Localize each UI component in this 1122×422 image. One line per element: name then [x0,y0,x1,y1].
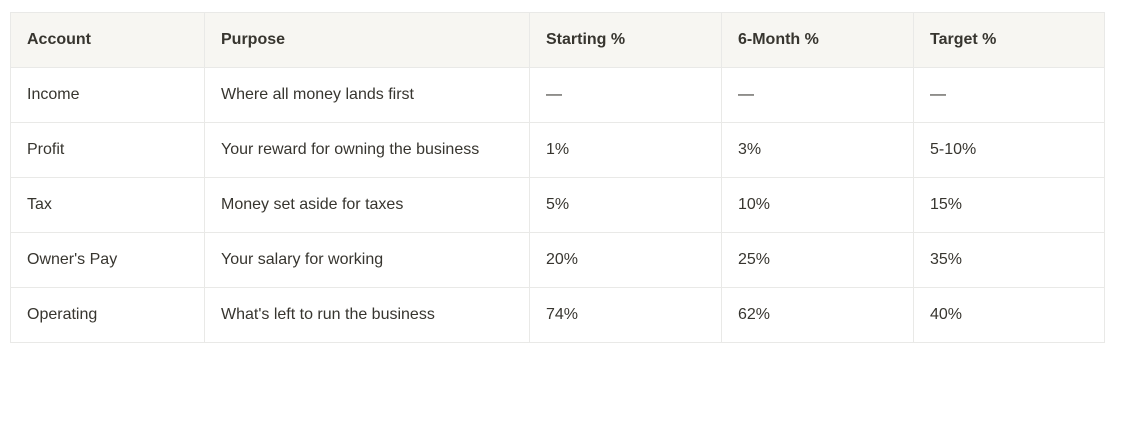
table-row-income: Income Where all money lands first — — — [10,67,1105,123]
cell-target-pct: — [913,67,1105,123]
table-row-owners-pay: Owner's Pay Your salary for working 20% … [10,232,1105,288]
column-header-target-pct: Target % [913,12,1105,68]
column-header-purpose: Purpose [204,12,530,68]
cell-6-month-pct: 25% [721,232,914,288]
cell-account: Operating [10,287,205,343]
cell-starting-pct: 5% [529,177,722,233]
cell-6-month-pct: 10% [721,177,914,233]
cell-purpose: Your salary for working [204,232,530,288]
cell-6-month-pct: — [721,67,914,123]
column-header-starting-pct: Starting % [529,12,722,68]
cell-purpose: Money set aside for taxes [204,177,530,233]
column-header-6-month-pct: 6-Month % [721,12,914,68]
cell-6-month-pct: 3% [721,122,914,178]
cell-account: Profit [10,122,205,178]
cell-account: Owner's Pay [10,232,205,288]
column-header-account: Account [10,12,205,68]
cell-purpose: Where all money lands first [204,67,530,123]
cell-starting-pct: 74% [529,287,722,343]
cell-purpose: What's left to run the business [204,287,530,343]
cell-purpose: Your reward for owning the business [204,122,530,178]
cell-target-pct: 35% [913,232,1105,288]
table-row-profit: Profit Your reward for owning the busine… [10,122,1105,178]
cell-starting-pct: 1% [529,122,722,178]
cell-account: Income [10,67,205,123]
cell-starting-pct: — [529,67,722,123]
cell-target-pct: 15% [913,177,1105,233]
table-header-row: Account Purpose Starting % 6-Month % Tar… [10,12,1105,68]
table-row-tax: Tax Money set aside for taxes 5% 10% 15% [10,177,1105,233]
profit-first-allocation-table: Account Purpose Starting % 6-Month % Tar… [10,12,1105,343]
cell-starting-pct: 20% [529,232,722,288]
cell-target-pct: 5-10% [913,122,1105,178]
table-row-operating: Operating What's left to run the busines… [10,287,1105,343]
cell-6-month-pct: 62% [721,287,914,343]
cell-account: Tax [10,177,205,233]
cell-target-pct: 40% [913,287,1105,343]
